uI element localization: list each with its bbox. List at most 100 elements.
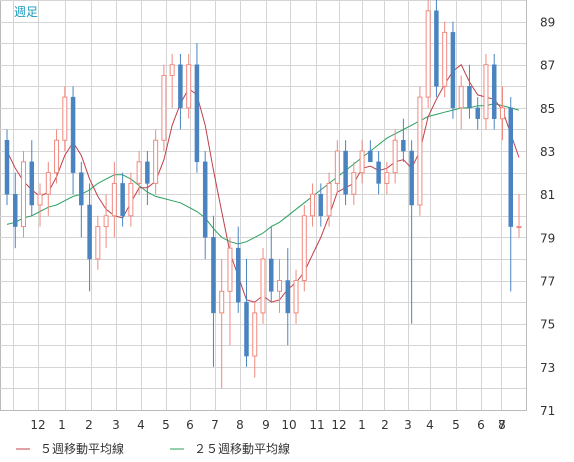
candle (508, 97, 513, 292)
candle (334, 140, 340, 195)
plot-border (0, 0, 527, 411)
candle (120, 172, 125, 227)
candle-body-down (269, 258, 274, 292)
candle-body-down (87, 204, 92, 260)
candle (136, 151, 142, 195)
candle-body-down (70, 96, 76, 173)
y-tick-label: 73 (540, 361, 555, 375)
y-tick-label: 87 (540, 59, 555, 73)
candle (37, 183, 43, 227)
x-tick-label: 1 (358, 418, 366, 432)
candle-body-down (343, 150, 348, 195)
candle (277, 258, 283, 313)
candle (293, 269, 299, 324)
candle (244, 258, 249, 367)
candle-body-up (260, 258, 266, 314)
y-tick-label: 83 (540, 145, 555, 159)
ma25-layer (6, 103, 520, 245)
x-tick-labels: 12 1 2 3 4 5 6 7 8 9 10 11 12 1 2 3 4 5 6 78 (30, 418, 505, 432)
candle-body-up (37, 193, 43, 206)
candle-body-down (194, 64, 200, 163)
x-tick-label: 3 (112, 418, 120, 432)
candle-body-up (310, 193, 316, 217)
grid-lines (0, 0, 527, 411)
candle (310, 183, 316, 227)
candle (54, 129, 60, 184)
candle-body-up (62, 96, 68, 141)
x-tick-label: 2 (381, 418, 389, 432)
candle (368, 140, 373, 163)
candle (95, 215, 101, 270)
candle-body-up (136, 161, 142, 184)
candle (70, 86, 76, 195)
candle-body-up (458, 85, 464, 109)
legend: ５週移動平均線 ２５週移動平均線 (16, 441, 290, 456)
candle-body-up (334, 150, 340, 184)
candle-body-down (13, 193, 18, 227)
candle-body-up (499, 107, 505, 120)
candle (516, 194, 522, 238)
x-tick-label: 11 (309, 418, 324, 432)
candle-body-up (326, 182, 332, 217)
candle (87, 183, 92, 292)
candle (269, 226, 274, 303)
candle (318, 183, 324, 227)
candle-body-down (376, 161, 381, 184)
candle (62, 86, 68, 152)
candle-body-up (54, 139, 60, 174)
x-tick-label: 3 (404, 418, 412, 432)
candle-body-up (161, 75, 167, 141)
candle (467, 64, 472, 119)
candle (384, 161, 390, 195)
candle-body-up (392, 139, 398, 174)
candle (103, 194, 109, 249)
candle-body-up (128, 182, 134, 217)
candle (4, 129, 10, 205)
x-tick-label: 10 (281, 418, 296, 432)
candle (29, 140, 35, 216)
candle (219, 258, 225, 389)
x-tick-label: 5 (452, 418, 460, 432)
x-tick-label: 2 (85, 418, 93, 432)
x-tick-label: 8 (236, 418, 244, 432)
candle (45, 161, 51, 216)
candle-body-down (211, 237, 216, 314)
candle-body-up (483, 64, 489, 120)
candle-body-down (409, 150, 414, 206)
candle-body-up (45, 172, 51, 195)
x-tick-label: 9 (262, 418, 270, 432)
candle-body-up (103, 215, 109, 228)
candle (301, 205, 307, 292)
candle (252, 302, 258, 378)
candle-body-down (450, 32, 456, 109)
candle (434, 0, 439, 98)
ma25-line (6, 103, 520, 245)
candle (186, 53, 192, 119)
candles-layer (4, 0, 522, 389)
candle-body-down (202, 161, 208, 238)
candle (285, 248, 291, 346)
candle (194, 43, 200, 173)
y-tick-label: 75 (540, 318, 555, 332)
candle-body-up (95, 226, 101, 260)
y-tick-label: 89 (540, 16, 555, 30)
candle-body-down (475, 107, 480, 119)
candle-body-up (169, 64, 175, 77)
candle-body-up (351, 172, 357, 195)
x-tick-label: 7 (211, 418, 219, 432)
x-tick-label: 12 (331, 418, 346, 432)
candle-body-down (79, 172, 84, 206)
candle (442, 21, 448, 98)
candle (392, 129, 398, 184)
x-tick-label: 6 (186, 418, 194, 432)
candle (351, 161, 357, 205)
y-tick-label: 77 (540, 275, 555, 289)
candle-body-down (29, 161, 35, 206)
candle (499, 86, 505, 141)
candle (417, 86, 423, 216)
candle (145, 151, 150, 205)
candle (425, 0, 431, 108)
candle (153, 129, 159, 195)
candle (475, 97, 480, 130)
